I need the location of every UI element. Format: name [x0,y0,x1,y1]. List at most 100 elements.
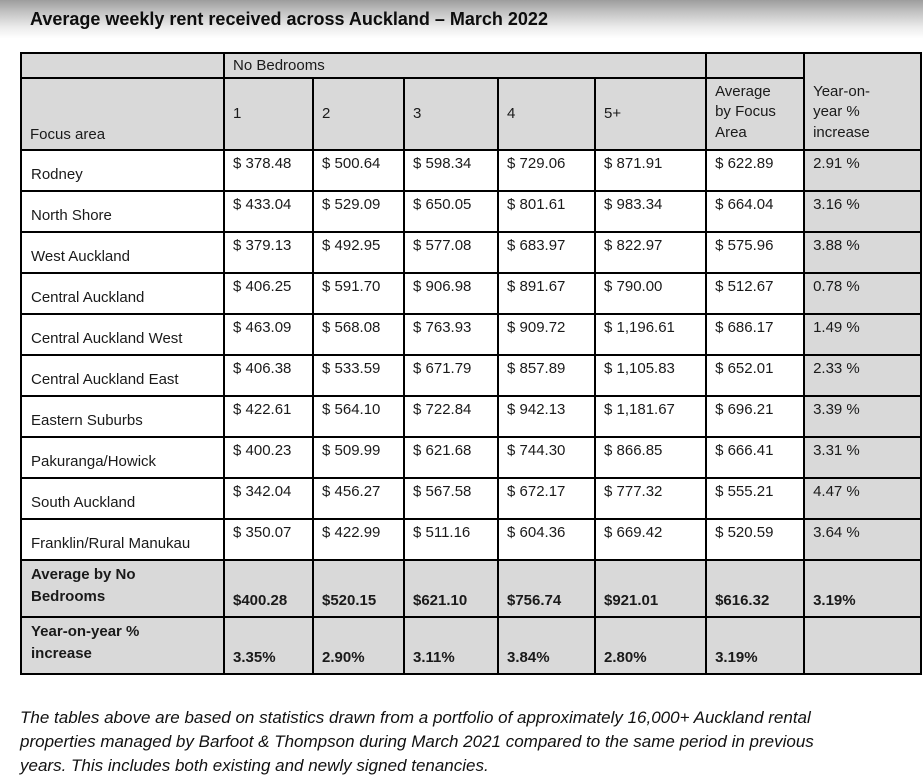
bedroom-2-header: 2 [312,77,405,151]
yoy-cell: 3.31 % [803,435,923,479]
yoy-increase-row: Year-on-year % increase 3.35% 2.90% 3.11… [20,615,923,675]
yoy-cell: 3.64 % [803,517,923,561]
summary-value-cell: $621.10 [403,558,499,618]
yoy-cell: 2.33 % [803,353,923,397]
rent-cell: $ 529.09 [312,189,405,233]
focus-area-cell: Rodney [20,148,225,192]
summary-row-label: Year-on-year % increase [20,615,225,675]
average-cell: $ 575.96 [705,230,806,274]
rent-cell: $ 577.08 [403,230,499,274]
rent-cell: $ 433.04 [223,189,314,233]
summary-row-label: Average by No Bedrooms [20,558,225,618]
summary-average-cell: $616.32 [705,558,806,618]
rent-cell: $ 683.97 [497,230,596,274]
rent-cell: $ 400.23 [223,435,314,479]
rent-cell: $ 342.04 [223,476,314,520]
focus-area-cell: Central Auckland East [20,353,225,397]
summary-value-cell: 3.84% [497,615,596,675]
rent-cell: $ 406.25 [223,271,314,315]
table-row: South Auckland $ 342.04 $ 456.27 $ 567.5… [20,476,923,520]
table-row: Central Auckland $ 406.25 $ 591.70 $ 906… [20,271,923,315]
rent-cell: $ 511.16 [403,517,499,561]
footnote-line: years. This includes both existing and n… [20,756,489,776]
average-cell: $ 520.59 [705,517,806,561]
rent-cell: $ 379.13 [223,230,314,274]
footnote-line: properties managed by Barfoot & Thompson… [20,732,814,752]
rent-cell: $ 790.00 [593,271,708,315]
rent-cell: $ 777.32 [593,476,708,520]
rent-cell: $ 801.61 [497,189,596,233]
rent-cell: $ 598.34 [403,148,499,192]
rent-cell: $ 591.70 [312,271,405,315]
average-cell: $ 622.89 [705,148,806,192]
table-row: Pakuranga/Howick $ 400.23 $ 509.99 $ 621… [20,435,923,479]
rent-cell: $ 722.84 [403,394,499,438]
rent-cell: $ 492.95 [312,230,405,274]
summary-value-cell: $520.15 [312,558,405,618]
table-row: Central Auckland West $ 463.09 $ 568.08 … [20,312,923,356]
yoy-cell: 3.39 % [803,394,923,438]
rent-cell: $ 509.99 [312,435,405,479]
yoy-cell: 1.49 % [803,312,923,356]
page-title: Average weekly rent received across Auck… [30,9,548,29]
rent-cell: $ 564.10 [312,394,405,438]
rent-cell: $ 568.08 [312,312,405,356]
rent-cell: $ 871.91 [593,148,708,192]
rent-cell: $ 1,181.67 [593,394,708,438]
average-cell: $ 555.21 [705,476,806,520]
rent-cell: $ 909.72 [497,312,596,356]
bedroom-3-header: 3 [403,77,499,151]
average-column-header: Average by Focus Area [705,77,806,151]
blank-header-cell [705,52,806,79]
rent-cell: $ 567.58 [403,476,499,520]
average-cell: $ 652.01 [705,353,806,397]
table-row: North Shore $ 433.04 $ 529.09 $ 650.05 $… [20,189,923,233]
rent-cell: $ 621.68 [403,435,499,479]
rent-cell: $ 891.67 [497,271,596,315]
rent-cell: $ 406.38 [223,353,314,397]
rent-cell: $ 500.64 [312,148,405,192]
rent-table: No Bedrooms Year-on-year % increase Focu… [20,52,923,675]
footnote-line: The tables above are based on statistics… [20,707,811,727]
yoy-cell: 0.78 % [803,271,923,315]
table-row: Franklin/Rural Manukau $ 350.07 $ 422.99… [20,517,923,561]
yoy-cell: 3.88 % [803,230,923,274]
summary-value-cell: $756.74 [497,558,596,618]
rent-cell: $ 456.27 [312,476,405,520]
bedroom-1-header: 1 [223,77,314,151]
focus-area-cell: Central Auckland West [20,312,225,356]
empty-cell [803,615,923,675]
bedroom-4-header: 4 [497,77,596,151]
table-row: Central Auckland East $ 406.38 $ 533.59 … [20,353,923,397]
no-bedrooms-group-header: No Bedrooms [222,52,708,79]
rent-cell: $ 378.48 [223,148,314,192]
rent-cell: $ 422.99 [312,517,405,561]
rent-cell: $ 650.05 [403,189,499,233]
average-cell: $ 512.67 [705,271,806,315]
rent-cell: $ 350.07 [223,517,314,561]
summary-average-cell: 3.19% [705,615,806,675]
summary-value-cell: 2.90% [312,615,405,675]
rent-cell: $ 822.97 [593,230,708,274]
rent-cell: $ 463.09 [223,312,314,356]
rent-cell: $ 533.59 [312,353,405,397]
rent-cell: $ 604.36 [497,517,596,561]
rent-cell: $ 983.34 [593,189,708,233]
focus-area-cell: Central Auckland [20,271,225,315]
rent-cell: $ 763.93 [403,312,499,356]
yoy-cell: 4.47 % [803,476,923,520]
blank-header-cell [20,52,225,79]
summary-value-cell: 2.80% [593,615,708,675]
title-band: Average weekly rent received across Auck… [0,0,923,42]
summary-value-cell: 3.11% [403,615,499,675]
rent-cell: $ 744.30 [497,435,596,479]
focus-area-cell: South Auckland [20,476,225,520]
focus-area-cell: North Shore [20,189,225,233]
summary-value-cell: $400.28 [223,558,314,618]
rent-cell: $ 906.98 [403,271,499,315]
focus-area-cell: West Auckland [20,230,225,274]
rent-cell: $ 672.17 [497,476,596,520]
average-column-header-text: Average by Focus Area [715,83,776,141]
footnote: The tables above are based on statistics… [20,706,923,779]
focus-area-cell: Eastern Suburbs [20,394,225,438]
